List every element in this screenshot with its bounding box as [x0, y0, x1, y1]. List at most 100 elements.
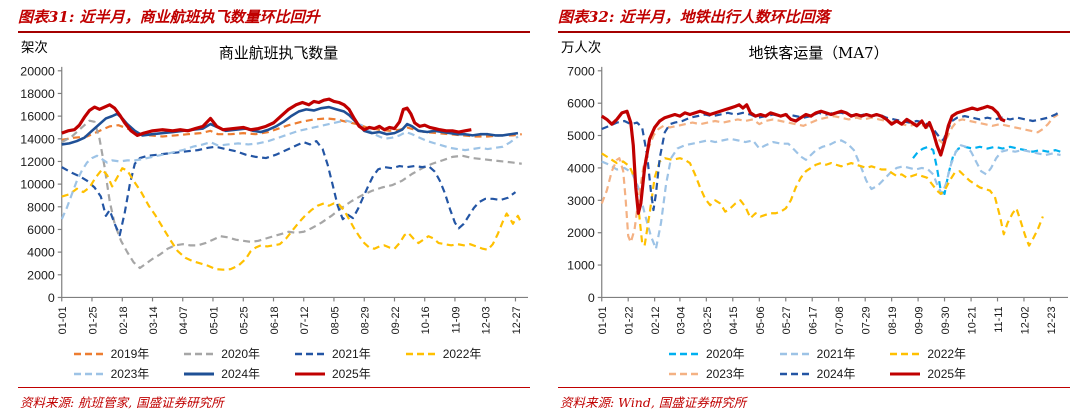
- series-line-2025年: [600, 103, 1006, 215]
- legend-swatch-line: [668, 372, 699, 375]
- chart-title: 商业航班执飞数量: [219, 44, 338, 62]
- series-line-2024年: [601, 110, 1062, 212]
- y-tick-label: 5000: [567, 129, 595, 143]
- series-line-2025年: [61, 97, 472, 137]
- series-line-2023年: [600, 113, 1059, 244]
- legend-label: 2025年: [927, 367, 967, 382]
- y-tick-label: 16000: [20, 110, 55, 124]
- legend-label: 2023年: [705, 367, 745, 382]
- x-tick-label: 07-12: [299, 306, 311, 334]
- legend-swatch-line: [73, 352, 104, 355]
- x-tick-label: 08-19: [887, 306, 899, 334]
- x-tick-label: 05-27: [781, 306, 793, 334]
- y-tick-label: 8000: [27, 200, 55, 214]
- legend-swatch-line: [779, 372, 810, 375]
- subway-chart-legend: 2020年 2021年 2022年 2023年 2024年 2025年: [564, 345, 1070, 382]
- legend-swatch-line: [295, 372, 325, 376]
- x-tick-label: 04-07: [178, 306, 190, 334]
- y-tick-label: 4000: [567, 161, 595, 175]
- x-tick-label: 01-01: [597, 306, 609, 334]
- x-tick-label: 08-05: [329, 306, 341, 334]
- legend-item-2023年[interactable]: 2023年: [668, 365, 745, 382]
- x-tick-label: 10-21: [967, 306, 979, 334]
- legend-label: 2024年: [816, 367, 856, 382]
- legend-item-2020年[interactable]: 2020年: [183, 345, 260, 362]
- y-tick-label: 10000: [20, 178, 55, 192]
- legend-label: 2020年: [221, 347, 260, 362]
- series-line-2022年: [601, 152, 1044, 247]
- x-tick-label: 05-06: [755, 306, 767, 334]
- x-tick-label: 06-18: [269, 306, 281, 334]
- x-tick-label: 12-23: [1046, 306, 1058, 334]
- legend-label: 2020年: [705, 347, 745, 362]
- series-line-2021年: [61, 139, 517, 237]
- series-line-2022年: [61, 167, 522, 271]
- legend-item-2022年[interactable]: 2022年: [889, 345, 966, 362]
- x-tick-label: 02-12: [650, 306, 662, 334]
- y-tick-label: 3000: [567, 194, 595, 208]
- x-tick-label: 07-08: [834, 306, 846, 334]
- subway-line-chart: 0 1000 2000 3000 4000 5000 6000 7000 01-01 01-22 0…: [561, 40, 1069, 334]
- chart-title: 地铁客运量（MA7）: [749, 44, 889, 62]
- series-line-2020年: [61, 119, 522, 270]
- series-line-2019年: [61, 117, 522, 141]
- legend-swatch-line: [295, 352, 325, 355]
- legend-label: 2024年: [221, 367, 260, 382]
- figure-flight-chart: 图表31: 近半月，商业航班执飞数量环比回升 0 2000 4000 6000 8000…: [18, 0, 530, 413]
- x-tick-label: 12-03: [481, 306, 493, 334]
- y-tick-label: 6000: [27, 223, 55, 237]
- source-divider: [18, 387, 530, 388]
- legend-swatch-line: [890, 372, 921, 376]
- y-tick-label: 1000: [567, 259, 595, 273]
- legend-item-2024年[interactable]: 2024年: [183, 365, 260, 382]
- x-tick-label: 11-09: [450, 306, 462, 333]
- x-tick-label: 01-01: [57, 306, 69, 334]
- x-tick-label: 05-25: [239, 306, 251, 334]
- x-tick-label: 09-09: [914, 306, 926, 334]
- y-tick-label: 2000: [27, 268, 55, 282]
- series-line-2020年: [912, 145, 1061, 195]
- legend-item-2024年[interactable]: 2024年: [779, 365, 856, 382]
- legend-item-2021年[interactable]: 2021年: [294, 345, 371, 362]
- x-tick-label: 11-11: [993, 306, 1005, 332]
- source-text: 资料来源: Wind, 国盛证券研究所: [560, 395, 747, 410]
- x-tick-label: 05-01: [208, 306, 220, 334]
- y-tick-label: 20000: [20, 64, 55, 78]
- y-tick-label: 4000: [27, 246, 55, 260]
- legend-item-2023年[interactable]: 2023年: [73, 365, 150, 382]
- figure-caption: 图表31: 近半月，商业航班执飞数量环比回升: [18, 8, 320, 26]
- legend-swatch-line: [184, 372, 215, 376]
- y-tick-label: 12000: [20, 155, 55, 169]
- legend-label: 2022年: [442, 347, 482, 362]
- series-line-2021年: [601, 137, 1061, 250]
- x-tick-label: 09-22: [390, 306, 402, 334]
- legend-label: 2025年: [332, 367, 371, 382]
- y-unit-label: 架次: [21, 40, 48, 56]
- legend-label: 2021年: [332, 347, 371, 362]
- legend-item-2021年[interactable]: 2021年: [779, 345, 856, 362]
- legend-item-2020年[interactable]: 2020年: [668, 345, 745, 362]
- y-tick-label: 0: [588, 291, 595, 305]
- y-unit-label: 万人次: [561, 40, 601, 56]
- legend-swatch-line: [405, 352, 436, 355]
- flight-line-chart: 0 2000 4000 6000 8000 10000 12000 14000 16000 180…: [20, 40, 529, 334]
- legend-label: 2021年: [816, 347, 856, 362]
- figure-subway-chart: 图表32: 近半月，地铁出行人数环比回落 0 1000 2000 3000 4000 50…: [558, 0, 1070, 413]
- y-tick-label: 14000: [20, 132, 55, 146]
- caption-divider: [558, 31, 1070, 33]
- legend-label: 2022年: [927, 347, 967, 362]
- legend-item-2019年[interactable]: 2019年: [73, 345, 150, 362]
- legend-swatch-line: [668, 352, 699, 355]
- legend-swatch-line: [890, 352, 921, 355]
- legend-item-2025年[interactable]: 2025年: [294, 365, 371, 382]
- legend-item-2025年[interactable]: 2025年: [889, 365, 966, 382]
- x-tick-label: 12-02: [1019, 306, 1031, 334]
- x-tick-label: 07-29: [861, 306, 873, 334]
- legend-swatch-line: [184, 352, 215, 355]
- legend-item-2022年[interactable]: 2022年: [405, 345, 482, 362]
- legend-label: 2019年: [110, 347, 150, 362]
- legend-label: 2023年: [110, 367, 150, 382]
- y-tick-label: 6000: [567, 97, 595, 111]
- flight-chart-legend: 2019年 2020年 2021年 2022年 2023年 2024年 2025年: [24, 345, 530, 382]
